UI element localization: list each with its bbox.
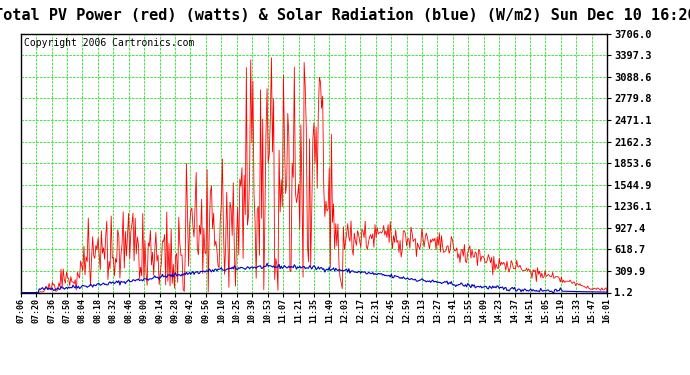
Text: Copyright 2006 Cartronics.com: Copyright 2006 Cartronics.com: [23, 38, 194, 48]
Text: Total PV Power (red) (watts) & Solar Radiation (blue) (W/m2) Sun Dec 10 16:20: Total PV Power (red) (watts) & Solar Rad…: [0, 8, 690, 22]
